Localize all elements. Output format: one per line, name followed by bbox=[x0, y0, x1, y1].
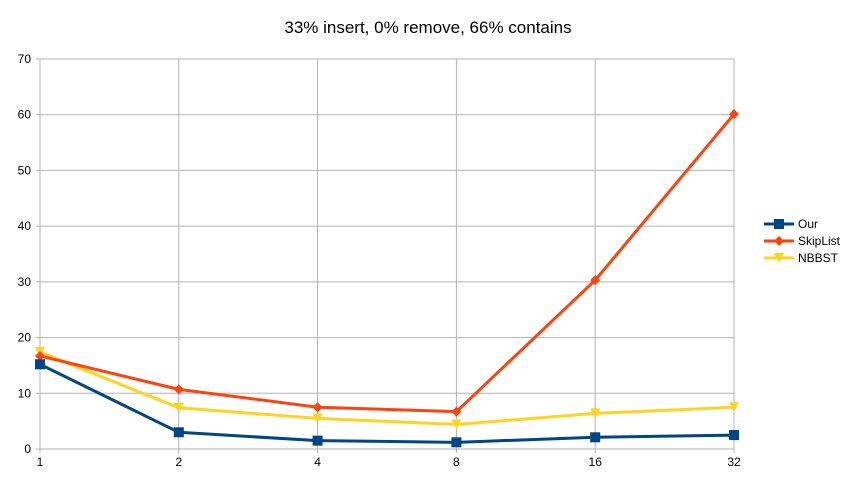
grid-lines bbox=[39, 58, 735, 450]
y-tick-label: 60 bbox=[18, 108, 32, 122]
legend-marker bbox=[774, 253, 784, 263]
x-tick-label: 1 bbox=[37, 455, 44, 469]
data-point bbox=[451, 419, 462, 430]
data-point bbox=[590, 275, 601, 286]
chart-title: 33% insert, 0% remove, 66% contains bbox=[284, 18, 572, 37]
legend-label: SkipList bbox=[798, 234, 841, 248]
legend-item-skiplist: SkipList bbox=[764, 234, 841, 248]
series-our bbox=[35, 359, 739, 448]
data-point bbox=[35, 359, 45, 370]
x-tick-label: 16 bbox=[589, 455, 603, 469]
data-point bbox=[451, 406, 462, 417]
legend-item-our: Our bbox=[764, 217, 818, 231]
data-point bbox=[451, 437, 462, 448]
legend-label: NBBST bbox=[798, 251, 839, 265]
x-tick-label: 32 bbox=[727, 455, 741, 469]
y-tick-label: 40 bbox=[18, 219, 32, 233]
data-point bbox=[35, 350, 45, 361]
legend-label: Our bbox=[798, 217, 818, 231]
data-point bbox=[173, 384, 184, 395]
data-point bbox=[729, 109, 739, 120]
legend-marker bbox=[774, 236, 784, 246]
data-point bbox=[590, 432, 601, 443]
y-tick-label: 50 bbox=[18, 163, 32, 177]
series-skiplist bbox=[35, 109, 739, 417]
x-tick-label: 4 bbox=[314, 455, 321, 469]
x-tick-label: 8 bbox=[453, 455, 460, 469]
data-point bbox=[312, 402, 323, 413]
legend-marker bbox=[774, 219, 784, 229]
series-nbbst bbox=[35, 347, 739, 430]
data-point bbox=[312, 435, 323, 446]
series-line bbox=[39, 362, 735, 444]
y-tick-label: 10 bbox=[18, 386, 32, 400]
legend: Our SkipList NBBST bbox=[764, 217, 841, 265]
data-point bbox=[729, 402, 739, 413]
y-tick-label: 0 bbox=[24, 442, 31, 456]
data-point bbox=[590, 408, 601, 419]
x-tick-label: 2 bbox=[175, 455, 182, 469]
legend-item-nbbst: NBBST bbox=[764, 251, 839, 265]
y-tick-label: 70 bbox=[18, 52, 32, 66]
data-point bbox=[173, 427, 184, 438]
series-line bbox=[39, 350, 735, 426]
y-tick-label: 20 bbox=[18, 331, 32, 345]
series-lines bbox=[35, 109, 739, 448]
data-point bbox=[173, 402, 184, 413]
axes: 0 10 20 30 40 50 60 70 1 2 4 8 16 32 bbox=[18, 52, 741, 469]
series-line bbox=[39, 113, 736, 414]
data-point bbox=[729, 430, 739, 441]
data-point bbox=[312, 413, 323, 424]
y-tick-label: 30 bbox=[18, 275, 32, 289]
